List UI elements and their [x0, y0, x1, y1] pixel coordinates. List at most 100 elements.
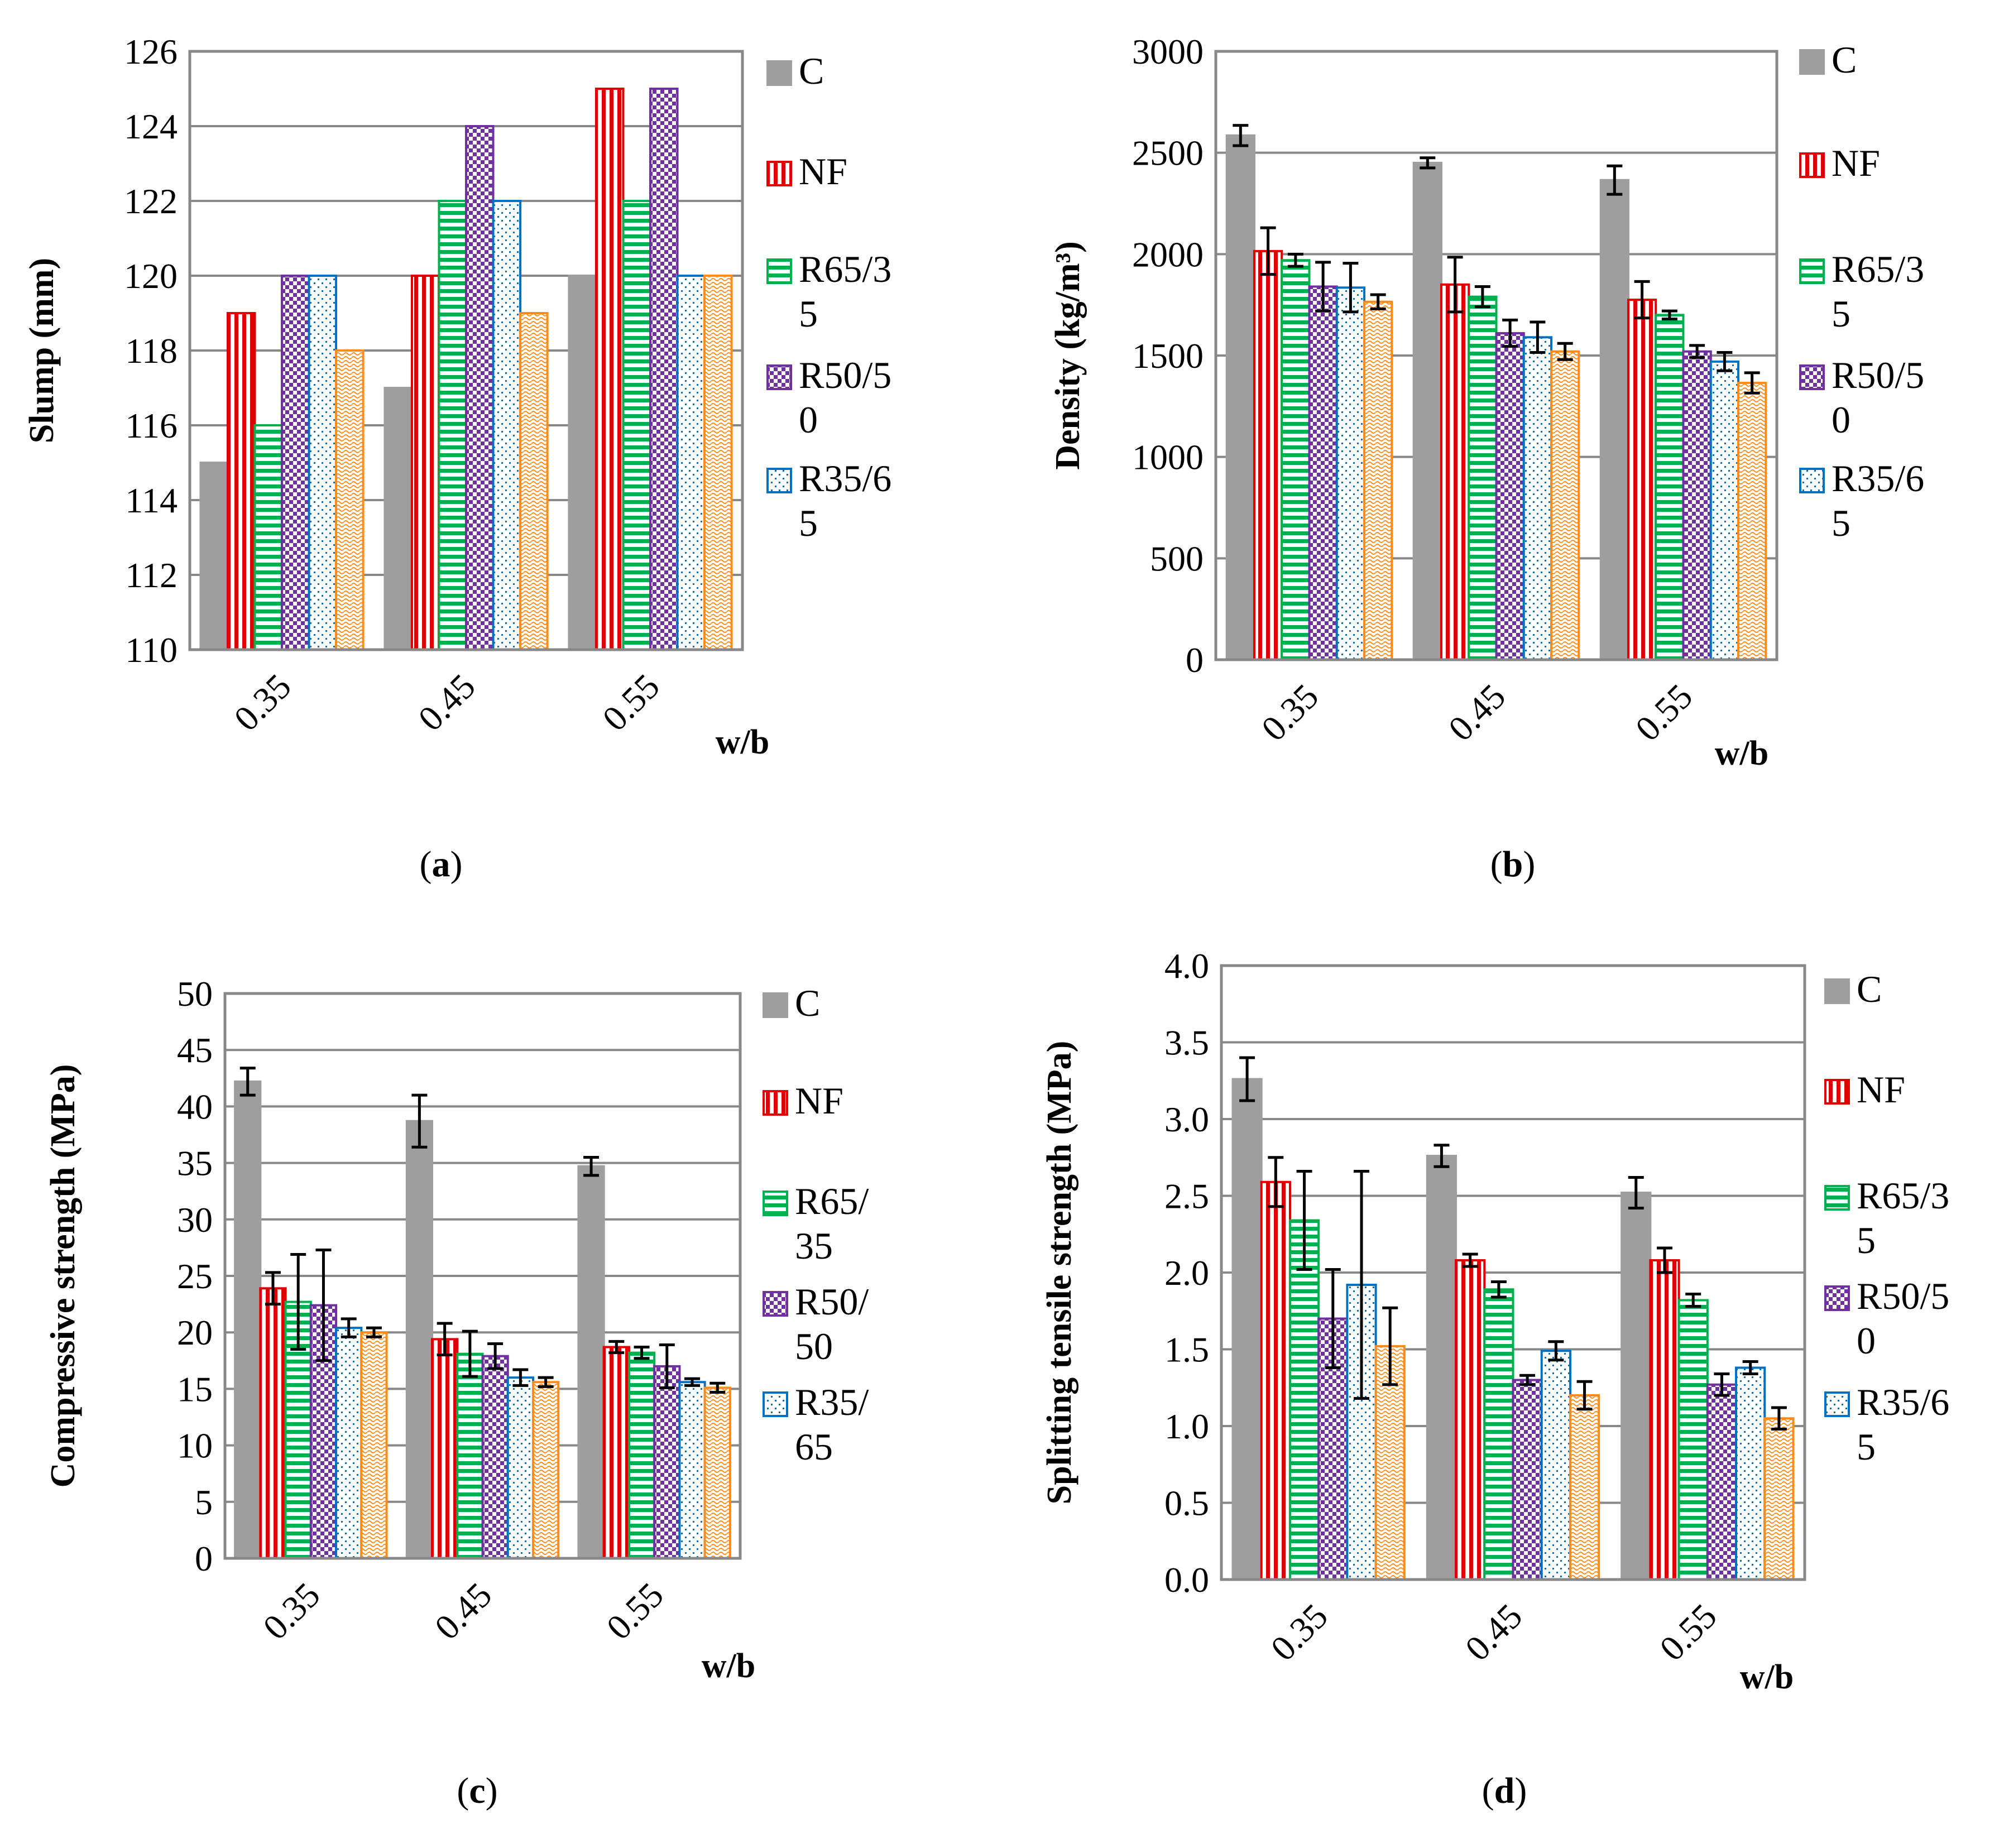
- legend-label: C: [1857, 968, 1882, 1010]
- bar-b-s4-c0: [1335, 286, 1366, 661]
- y-tick-label: 112: [125, 555, 178, 595]
- bar-a-s4-c1: [492, 200, 522, 651]
- bar-a-s0-c0: [199, 462, 229, 651]
- legend-label: R65/3: [1832, 248, 1924, 290]
- y-tick-label: 50: [177, 974, 213, 1014]
- y-tick-label: 0.5: [1164, 1484, 1209, 1523]
- bar-a-s0-c1: [383, 387, 413, 651]
- bar-c-s3-c2: [653, 1365, 681, 1559]
- legend-label: NF: [1832, 142, 1880, 184]
- legend-swatch: [1799, 49, 1825, 75]
- legend-label: 5: [1857, 1219, 1876, 1261]
- bar-c-s4-c2: [678, 1381, 706, 1560]
- legend-label: 35: [795, 1225, 833, 1267]
- legend-label: 5: [1832, 292, 1850, 335]
- y-tick-label: 35: [177, 1144, 213, 1183]
- bar-b-s2-c1: [1468, 295, 1498, 661]
- bar-c-s5-c0: [360, 1331, 388, 1559]
- plot-frame: [223, 992, 742, 1560]
- bar-c-s0-c2: [577, 1165, 605, 1560]
- y-tick-label: 2.0: [1164, 1253, 1209, 1293]
- bar-d-s0-c2: [1621, 1192, 1652, 1581]
- y-tick-label: 25: [177, 1256, 213, 1296]
- plot-frame: [1220, 964, 1806, 1581]
- y-tick-label: 118: [125, 331, 178, 371]
- legend-swatch: [766, 468, 792, 493]
- legend-label: R50/5: [1857, 1275, 1949, 1317]
- y-tick-label: 2.5: [1164, 1177, 1209, 1216]
- legend-label: R65/3: [799, 248, 891, 290]
- legend-swatch: [1799, 258, 1825, 284]
- x-tick-label: 0.35: [226, 666, 298, 738]
- y-tick-label: 110: [125, 630, 178, 670]
- bar-c-s2-c1: [456, 1352, 484, 1559]
- bar-a-s3-c0: [281, 275, 310, 651]
- x-tick-label: 0.35: [1263, 1596, 1335, 1668]
- legend-swatch: [1824, 1285, 1850, 1311]
- legend-label: NF: [795, 1079, 843, 1122]
- bar-a-s5-c2: [703, 275, 733, 651]
- legend-swatch: [766, 364, 792, 390]
- bar-d-s4-c1: [1540, 1350, 1571, 1581]
- x-tick-label: 0.55: [1628, 676, 1700, 748]
- legend-label: C: [1832, 39, 1857, 81]
- y-tick-label: 3.5: [1164, 1023, 1209, 1063]
- bar-d-s2-c0: [1288, 1219, 1320, 1581]
- panel-b: 0 500 1000 1500 2000 2500 3000 0.35 0.45 0.55 w/b D…: [1049, 32, 1924, 885]
- bar-b-s5-c2: [1737, 382, 1767, 661]
- bar-b-s1-c2: [1627, 299, 1657, 661]
- legend-label: 5: [799, 502, 818, 544]
- bar-a-s2-c2: [622, 200, 651, 651]
- bar-b-s2-c0: [1281, 259, 1311, 661]
- bar-c-s3-c1: [481, 1355, 509, 1560]
- bar-c-s5-c2: [703, 1386, 731, 1559]
- legend-label: 50: [795, 1325, 833, 1367]
- legend-label: R35/6: [799, 457, 891, 500]
- legend-label: 5: [1832, 502, 1850, 544]
- x-tick-label: 0.55: [1652, 1596, 1724, 1668]
- bar-a-s4-c0: [308, 275, 338, 651]
- legend-label: R35/6: [1857, 1381, 1949, 1423]
- y-tick-label: 126: [124, 32, 178, 71]
- legend-label: R35/: [795, 1381, 869, 1423]
- bar-d-s3-c1: [1512, 1379, 1543, 1581]
- x-tick-label: 0.55: [599, 1575, 671, 1647]
- bar-d-s2-c1: [1483, 1288, 1514, 1581]
- bar-c-s1-c2: [602, 1346, 630, 1559]
- bar-b-s4-c2: [1709, 360, 1740, 661]
- y-tick-label: 0: [195, 1539, 213, 1578]
- panel-c: 0 5 10 15 20 25 30 35 40 45 50 0.35 0.45 0.55 w/b Compr…: [44, 974, 869, 1811]
- bar-d-s1-c2: [1649, 1259, 1680, 1581]
- x-axis-label: w/b: [1715, 735, 1768, 772]
- legend-label: 5: [1857, 1425, 1876, 1468]
- y-tick-label: 116: [125, 406, 178, 445]
- bar-b-s2-c2: [1655, 314, 1685, 661]
- panel-a: 110 112 114 116 118 120 122 124 126 0.35 0.45 0.55 w…: [23, 32, 891, 885]
- panel-caption: (d): [1482, 1770, 1527, 1811]
- bar-c-s2-c2: [627, 1351, 656, 1560]
- bar-c-s5-c1: [531, 1381, 560, 1560]
- panel-d: 0.0 0.5 1.0 1.5 2.0 2.5 3.0 3.5 4.0 0.35 0.45 0.55 w…: [1041, 946, 1949, 1811]
- legend-label: R50/5: [1832, 354, 1924, 396]
- bar-a-s5-c0: [335, 349, 365, 651]
- y-tick-label: 122: [124, 181, 178, 221]
- bar-a-s5-c1: [519, 312, 549, 651]
- y-tick-label: 1500: [1132, 336, 1204, 376]
- y-tick-label: 20: [177, 1313, 213, 1352]
- x-tick-label: 0.45: [427, 1575, 499, 1647]
- bar-d-s3-c2: [1706, 1383, 1738, 1581]
- y-tick-label: 15: [177, 1369, 213, 1409]
- y-tick-label: 10: [177, 1426, 213, 1466]
- panel-caption: (c): [457, 1770, 497, 1811]
- y-tick-label: 4.0: [1164, 946, 1209, 986]
- bar-d-s5-c2: [1763, 1417, 1795, 1581]
- legend-label: C: [799, 50, 824, 92]
- panel-caption: (a): [420, 844, 463, 885]
- y-tick-label: 3.0: [1164, 1100, 1209, 1139]
- bar-d-s5-c1: [1569, 1394, 1600, 1581]
- y-tick-label: 1000: [1132, 438, 1204, 477]
- y-tick-label: 30: [177, 1200, 213, 1240]
- legend-swatch: [763, 1090, 788, 1116]
- legend-label: R50/: [795, 1280, 869, 1323]
